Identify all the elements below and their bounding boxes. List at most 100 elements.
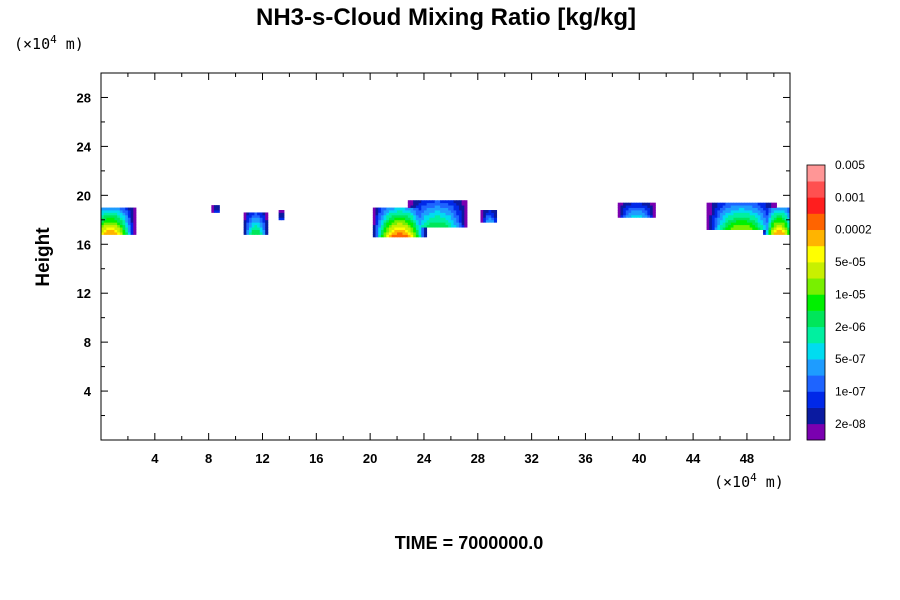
heatmap-cell (278, 217, 282, 221)
heatmap-cell (254, 229, 258, 233)
heatmap-cell (251, 224, 255, 228)
heatmap-cell (771, 219, 775, 223)
heatmap-cell (725, 224, 729, 228)
heatmap-cell (768, 232, 772, 235)
heatmap-cell (652, 207, 656, 211)
heatmap-cell (418, 227, 422, 230)
heatmap-cell (278, 210, 282, 213)
heatmap-cell (765, 222, 769, 226)
heatmap-cell (453, 214, 457, 218)
heatmap-cell (458, 214, 463, 218)
heatmap-cell (380, 212, 384, 216)
heatmap-cell (130, 232, 134, 235)
heatmap-cell (755, 202, 759, 206)
heatmap-cell (784, 212, 788, 216)
heatmap-cell (399, 232, 403, 235)
heatmap-cell (378, 210, 382, 213)
heatmap-cell (386, 234, 390, 238)
heatmap-cell (644, 207, 648, 211)
heatmap-cell (254, 219, 258, 223)
heatmap-cell (765, 205, 769, 208)
heatmap-cell (259, 227, 263, 230)
heatmap-cell (437, 207, 441, 211)
heatmap-cell (394, 214, 398, 218)
heatmap-cell (765, 224, 769, 228)
heatmap-cell (464, 212, 468, 216)
heatmap-cell (714, 214, 718, 218)
heatmap-cell (388, 210, 393, 213)
heatmap-cell (757, 212, 761, 216)
heatmap-cell (483, 217, 487, 221)
heatmap-cell (760, 219, 764, 223)
heatmap-cell (405, 217, 409, 221)
heatmap-cell (711, 217, 716, 221)
heatmap-cell (402, 232, 406, 235)
heatmap-cell (378, 219, 382, 223)
heatmap-cell (249, 227, 253, 230)
heatmap-cell (375, 207, 379, 211)
heatmap-cell (781, 210, 786, 213)
heatmap-cell (111, 210, 115, 213)
heatmap-cell (763, 232, 767, 235)
heatmap-cell (763, 219, 767, 223)
heatmap-cell (262, 232, 266, 235)
heatmap-cell (755, 219, 759, 223)
heatmap-cell (434, 202, 438, 206)
heatmap-cell (246, 217, 250, 221)
heatmap-cell (633, 210, 637, 213)
heatmap-cell (714, 222, 718, 226)
heatmap-cell (480, 217, 484, 221)
heatmap-cell (749, 224, 753, 228)
heatmap-cell (127, 229, 131, 233)
heatmap-cell (720, 205, 724, 208)
heatmap-cell (402, 207, 406, 211)
heatmap-cell (752, 214, 756, 218)
heatmap-cell (763, 207, 767, 211)
heatmap-cell (111, 207, 115, 211)
heatmap-cell (432, 224, 436, 228)
heatmap-cell (491, 214, 495, 218)
heatmap-cell (437, 202, 441, 206)
heatmap-cell (397, 210, 401, 213)
heatmap-cell (631, 210, 635, 213)
heatmap-cell (733, 224, 737, 228)
heatmap-cell (386, 232, 390, 235)
heatmap-cell (458, 207, 463, 211)
heatmap-cell (771, 224, 775, 228)
heatmap-cell (278, 212, 282, 216)
heatmap-cell (458, 202, 463, 206)
heatmap-cell (391, 212, 395, 216)
heatmap-cell (773, 227, 777, 230)
heatmap-cell (407, 200, 411, 204)
heatmap-cell (111, 227, 115, 230)
heatmap-cell (779, 232, 783, 235)
x-tick-label: 48 (740, 451, 754, 466)
heatmap-cell (760, 227, 764, 230)
heatmap-cell (106, 222, 110, 226)
heatmap-cell (418, 207, 422, 211)
heatmap-cell (709, 217, 713, 221)
heatmap-cell (421, 202, 425, 206)
heatmap-cell (111, 212, 115, 216)
heatmap-cell (628, 205, 632, 208)
heatmap-cell (243, 224, 247, 228)
heatmap-cell (432, 217, 436, 221)
heatmap-cell (768, 229, 772, 233)
heatmap-cell (405, 224, 409, 228)
heatmap-cell (776, 219, 780, 223)
heatmap-cell (394, 207, 398, 211)
heatmap-cell (757, 205, 761, 208)
heatmap-cell (493, 219, 498, 223)
heatmap-cell (117, 210, 121, 213)
heatmap-cell (262, 212, 266, 216)
heatmap-cell (399, 207, 403, 211)
heatmap-cell (119, 224, 123, 228)
y-tick-label: 28 (77, 90, 91, 105)
heatmap-cell (623, 207, 627, 211)
heatmap-cell (391, 229, 395, 233)
heatmap-cell (722, 222, 726, 226)
heatmap-cell (765, 217, 769, 221)
heatmap-cell (644, 202, 648, 206)
heatmap-cell (265, 212, 269, 216)
heatmap-cell (394, 210, 398, 213)
